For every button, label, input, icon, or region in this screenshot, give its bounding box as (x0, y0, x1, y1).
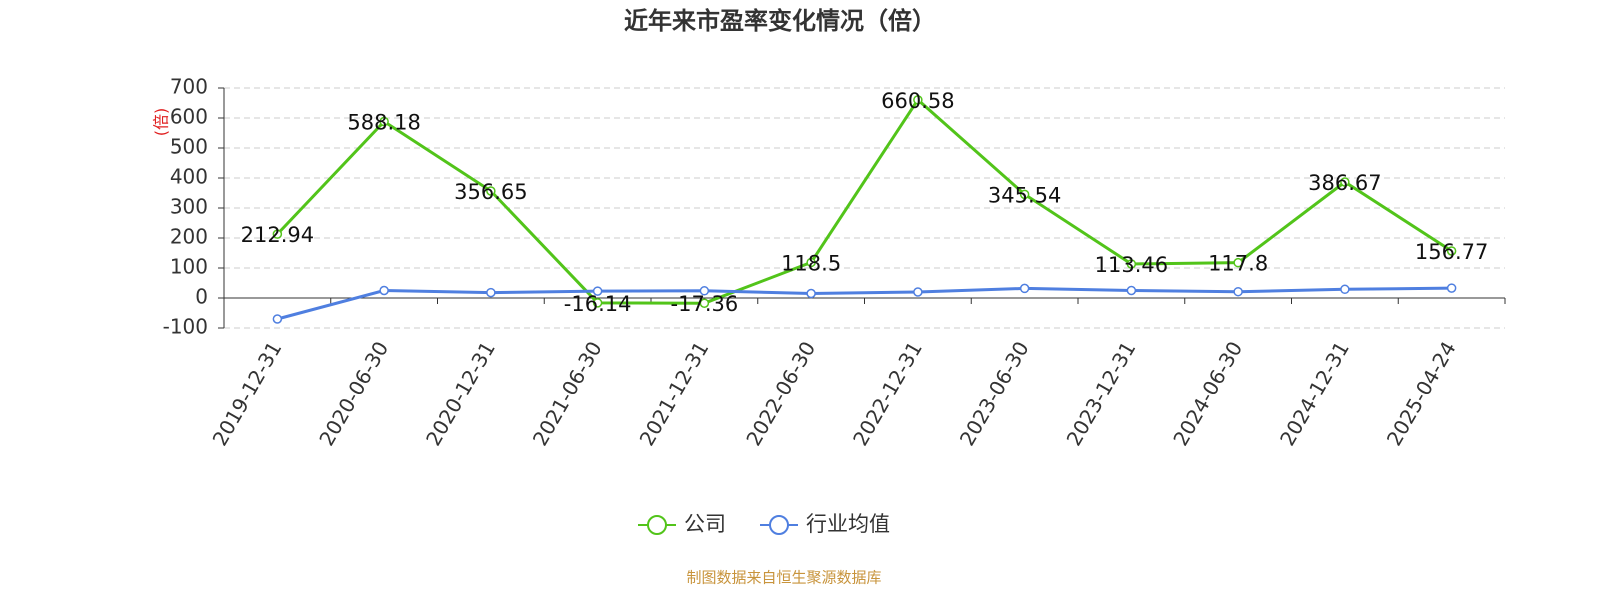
x-tick-label: 2024-12-31 (1275, 337, 1354, 450)
data-point (1019, 283, 1030, 294)
data-point (913, 287, 923, 297)
y-tick-label: 100 (170, 255, 208, 279)
y-tick-label: 700 (170, 75, 208, 99)
data-label: 386.67 (1308, 171, 1381, 195)
data-point (379, 285, 389, 296)
data-point (1446, 283, 1457, 293)
data-point (806, 288, 816, 299)
data-point (486, 186, 496, 196)
y-axis-label: (倍) (152, 108, 171, 137)
data-point (592, 286, 603, 296)
y-tick-label: 0 (195, 285, 208, 309)
data-point (1233, 257, 1243, 268)
chart-title: 近年来市盈率变化情况（倍） (624, 7, 936, 35)
data-point (272, 314, 283, 324)
data-label: 212.94 (241, 223, 314, 247)
data-point (1446, 246, 1457, 256)
legend-label: 公司 (684, 512, 726, 536)
data-label: 156.77 (1415, 240, 1488, 264)
data-label: 345.54 (988, 183, 1061, 207)
data-point (272, 229, 283, 239)
data-point (379, 116, 389, 127)
data-point (1126, 259, 1137, 269)
data-point (1126, 285, 1137, 296)
y-tick-label: 600 (170, 105, 208, 129)
series-line (276, 286, 1452, 321)
legend-marker (769, 515, 789, 535)
x-tick-label: 2025-04-24 (1382, 337, 1461, 450)
y-tick-label: -100 (163, 315, 208, 339)
y-tick-label: 500 (170, 135, 208, 159)
data-label: 588.18 (347, 111, 420, 135)
data-point (699, 298, 710, 308)
x-tick-label: 2023-06-30 (955, 337, 1034, 450)
data-point (1233, 286, 1243, 297)
y-tick-label: 300 (170, 195, 208, 219)
legend-marker (647, 515, 667, 535)
x-tick-label: 2021-06-30 (528, 337, 607, 450)
x-tick-label: 2023-12-31 (1062, 337, 1141, 450)
data-point (913, 95, 923, 105)
x-tick-label: 2020-06-30 (314, 337, 393, 450)
legend-label: 行业均值 (806, 512, 890, 536)
y-tick-label: 400 (170, 165, 208, 189)
data-point (1019, 189, 1030, 200)
data-point (699, 286, 710, 296)
data-point (1340, 284, 1350, 295)
x-tick-label: 2024-06-30 (1168, 337, 1247, 450)
x-tick-label: 2020-12-31 (421, 337, 500, 450)
data-label: 660.58 (881, 89, 954, 113)
data-point (486, 287, 496, 298)
x-tick-label: 2022-12-31 (848, 337, 927, 450)
x-tick-label: 2019-12-31 (208, 337, 287, 450)
source-note: 制图数据来自恒生聚源数据库 (686, 569, 881, 587)
data-label: -17.36 (671, 292, 739, 316)
series-line (276, 97, 1453, 305)
x-tick-label: 2021-12-31 (635, 337, 714, 450)
data-label: 117.8 (1208, 252, 1268, 276)
data-point (592, 298, 603, 308)
data-label: -16.14 (564, 292, 632, 316)
data-point (1340, 177, 1350, 187)
x-tick-label: 2022-06-30 (741, 337, 820, 450)
data-label: 118.5 (781, 251, 841, 275)
data-label: 113.46 (1095, 253, 1168, 277)
data-point (806, 257, 816, 268)
y-tick-label: 200 (170, 225, 208, 249)
data-label: 356.65 (454, 180, 527, 204)
